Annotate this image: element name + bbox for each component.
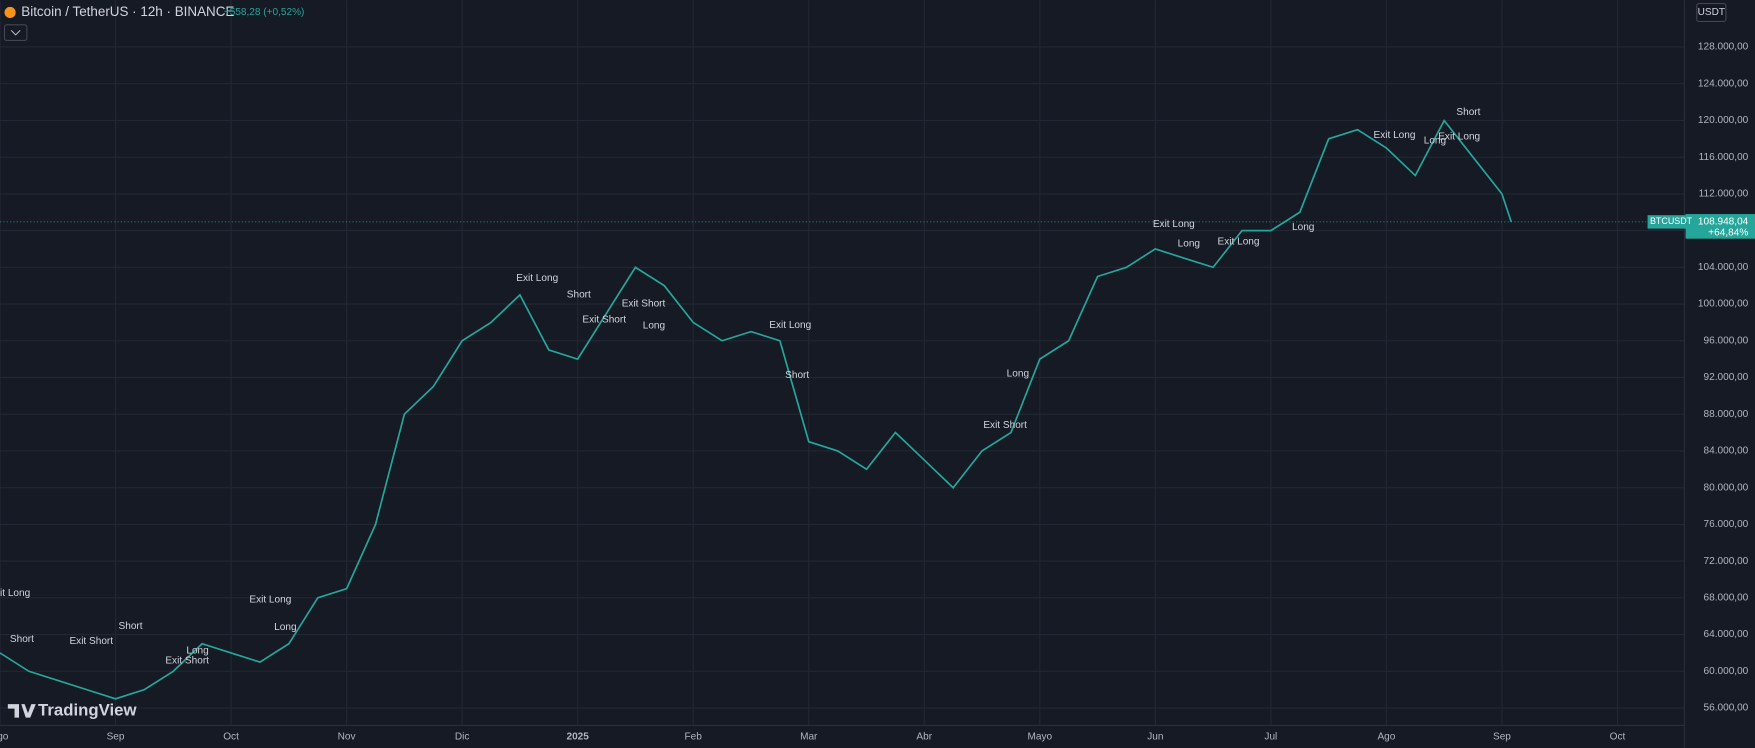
x-tick-label: Mayo	[1028, 731, 1053, 742]
y-tick-label: 64.000,00	[1704, 629, 1749, 640]
y-tick-label: 88.000,00	[1704, 409, 1749, 420]
y-tick-label: 68.000,00	[1704, 592, 1749, 603]
grid	[0, 0, 1685, 726]
logo	[7, 704, 36, 718]
chevron	[10, 29, 21, 36]
signal-label: Long	[186, 646, 208, 657]
currency-box[interactable]	[1696, 2, 1727, 22]
signal-label: Short	[785, 370, 809, 381]
signal-label: Exit Long	[1438, 132, 1480, 143]
last-price-label: 108.948,04	[1698, 217, 1749, 228]
x-tick-label: Oct	[1610, 731, 1626, 742]
signal-label: Long	[274, 622, 296, 633]
y-tick-label: 124.000,00	[1698, 78, 1749, 89]
y-tick-label: 60.000,00	[1704, 666, 1749, 677]
x-tick-label: Jul	[1264, 731, 1277, 742]
signal-label: Exit Long	[249, 595, 291, 606]
signal-label: Exit Long	[1218, 236, 1260, 247]
symbol: Bitcoin / TetherUS · 12h · BINANCE	[21, 4, 234, 19]
signal-label: Short	[1456, 107, 1480, 118]
signal-label: Exit Short	[165, 655, 209, 666]
y-tick-label: 128.000,00	[1698, 42, 1749, 53]
y-tick-label: 116.000,00	[1699, 152, 1749, 163]
coin-icon	[4, 6, 16, 19]
y-tick-label: 56.000,00	[1704, 703, 1749, 714]
price-line	[0, 118, 1513, 700]
signal-label: Long	[1424, 135, 1446, 146]
signal-label: Exit Short	[69, 636, 113, 647]
last-price-box	[1685, 214, 1755, 239]
x-tick-label: Nov	[338, 731, 356, 742]
x-tick-label: Dic	[455, 731, 470, 742]
signal-label: Exit Long	[0, 588, 30, 599]
signal-label: Exit Long	[1153, 219, 1195, 230]
y-tick-label: 100.000,00	[1698, 299, 1749, 310]
last-change-label: +64,84%	[1708, 228, 1748, 239]
signal-label: Short	[10, 634, 34, 645]
x-tick-label: ago	[0, 731, 9, 742]
collapse-button[interactable]	[3, 24, 28, 42]
signal-label: Exit Short	[983, 420, 1027, 431]
signal-label: Short	[567, 290, 591, 301]
signal-label: Long	[1178, 238, 1200, 249]
x-tick-label: Sep	[107, 731, 125, 742]
x-tick-label: 2025	[566, 731, 589, 742]
x-tick-label: Sep	[1493, 731, 1511, 742]
brand: TradingView	[38, 700, 137, 719]
y-tick-label: 76.000,00	[1704, 519, 1749, 530]
signal-label: Exit Short	[582, 314, 626, 325]
symbol-box	[1647, 215, 1695, 229]
x-tick-label: Jun	[1147, 731, 1163, 742]
y-tick-label: 120.000,00	[1698, 115, 1749, 126]
signal-label: Exit Long	[1374, 130, 1416, 141]
y-tick-label: 112.000,00	[1699, 189, 1749, 200]
x-tick-label: Abr	[916, 731, 932, 742]
signal-label: Long	[1007, 369, 1029, 380]
signal-label: Long	[1292, 222, 1314, 233]
y-tick-label: 80.000,00	[1704, 482, 1749, 493]
change: +558,28 (+0,52%)	[224, 7, 305, 18]
y-tick-label: 72.000,00	[1704, 556, 1749, 567]
symbol-label: BTCUSDT	[1650, 216, 1693, 226]
x-tick-label: Ago	[1377, 731, 1395, 742]
signal-label: Exit Long	[769, 320, 811, 331]
signal-label: Long	[643, 321, 665, 332]
x-tick-label: Oct	[223, 731, 239, 742]
y-tick-label: 104.000,00	[1698, 262, 1749, 273]
y-tick-label: 96.000,00	[1704, 335, 1749, 346]
signal-label: Short	[119, 621, 143, 632]
y-tick-label: 92.000,00	[1704, 372, 1749, 383]
x-tick-label: Mar	[800, 731, 818, 742]
y-tick-label: 84.000,00	[1704, 446, 1749, 457]
x-tick-label: Feb	[685, 731, 703, 742]
signal-label: Exit Short	[622, 299, 666, 310]
currency: USDT	[1698, 7, 1725, 18]
signal-label: Exit Long	[516, 273, 558, 284]
